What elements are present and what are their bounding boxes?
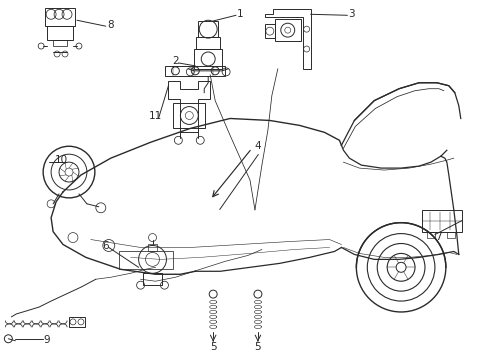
Text: 10: 10 bbox=[54, 155, 67, 165]
Bar bbox=[53, 40, 67, 46]
Bar bbox=[426, 231, 434, 238]
Text: 7: 7 bbox=[435, 231, 441, 242]
Bar bbox=[274, 19, 300, 41]
Text: 2: 2 bbox=[172, 56, 178, 66]
Bar bbox=[196, 37, 220, 49]
Text: 1: 1 bbox=[236, 9, 243, 19]
Text: 3: 3 bbox=[347, 9, 354, 19]
Bar bbox=[69, 317, 85, 327]
Text: 4: 4 bbox=[254, 141, 261, 151]
Bar bbox=[198, 21, 218, 37]
Bar bbox=[165, 66, 224, 76]
Bar bbox=[142, 273, 162, 285]
Bar bbox=[45, 8, 75, 26]
Bar bbox=[446, 231, 454, 238]
Bar bbox=[264, 24, 274, 38]
Text: 8: 8 bbox=[107, 20, 114, 30]
Text: 6: 6 bbox=[102, 242, 109, 252]
Text: 9: 9 bbox=[44, 335, 50, 345]
Bar bbox=[421, 210, 461, 231]
Bar bbox=[47, 26, 73, 40]
Text: 5: 5 bbox=[209, 342, 216, 352]
Bar bbox=[173, 103, 205, 129]
Bar bbox=[194, 49, 222, 69]
Text: 11: 11 bbox=[148, 112, 162, 121]
Bar bbox=[147, 243, 157, 251]
Bar bbox=[119, 251, 173, 269]
Text: 5: 5 bbox=[254, 342, 261, 352]
